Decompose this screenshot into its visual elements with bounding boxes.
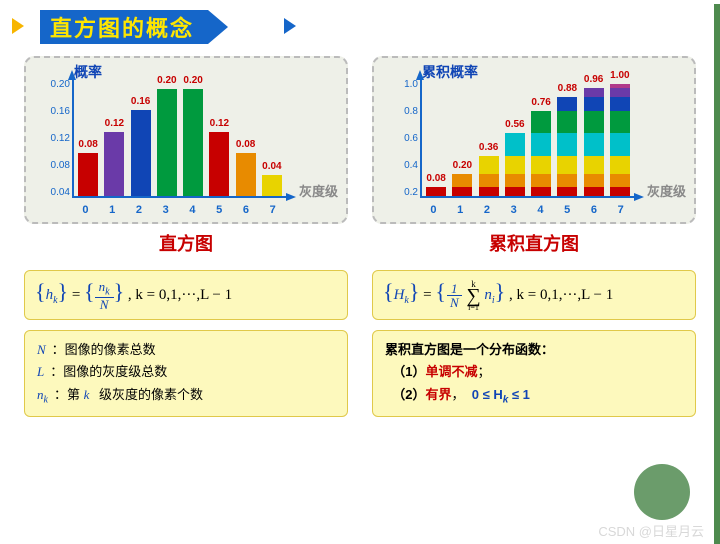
bar-col: 0.36 — [479, 156, 499, 196]
bar-col: 0.20 — [452, 174, 472, 196]
bar-col: 0.08 — [426, 187, 446, 196]
xlabel: 灰度级 — [647, 181, 686, 200]
chevron-icon — [284, 18, 296, 34]
circle-decoration — [634, 464, 690, 520]
plot-area: 0.08 0.20 0.36 0.56 0.76 0.88 0.96 1.00 — [420, 80, 634, 198]
bar-col: 0.56 — [505, 133, 525, 196]
notes-row: N：图像的像素总数 L：图像的灰度级总数 nk：第 k 级灰度的像素个数 累积直… — [0, 320, 720, 417]
cumulative-panel: 累积概率 灰度级 0.20.40.60.81.0 0.08 0.20 0.36 0.5… — [372, 56, 696, 256]
notes-left: N：图像的像素总数 L：图像的灰度级总数 nk：第 k 级灰度的像素个数 — [24, 330, 348, 417]
formula-tail: , k = 0,1,···,L − 1 — [128, 287, 232, 303]
histogram-chart: 概率 灰度级 0.040.080.120.160.20 0.08 0.12 0.16… — [24, 56, 348, 224]
ylabel: 累积概率 — [422, 62, 478, 82]
bar-col: 0.08 — [236, 153, 256, 196]
sym: h — [46, 287, 54, 303]
chart-caption: 直方图 — [24, 230, 348, 256]
cumulative-chart: 累积概率 灰度级 0.20.40.60.81.0 0.08 0.20 0.36 0.5… — [372, 56, 696, 224]
bar-col: 0.08 — [78, 153, 98, 196]
bar-col: 0.96 — [584, 88, 604, 196]
bar-col: 1.00 — [610, 84, 630, 196]
sym: H — [394, 287, 405, 303]
page-title: 直方图的概念 — [50, 11, 194, 43]
histogram-panel: 概率 灰度级 0.040.080.120.160.20 0.08 0.12 0.16… — [24, 56, 348, 256]
ylabel: 概率 — [74, 62, 102, 82]
notes-title: 累积直方图是一个分布函数： — [385, 339, 683, 361]
bar-col: 0.20 — [157, 89, 177, 196]
xaxis: 01234567 — [420, 204, 634, 216]
bar-col: 0.76 — [531, 111, 551, 196]
title-banner: 直方图的概念 — [40, 10, 208, 44]
bar-col: 0.12 — [209, 132, 229, 196]
triangle-icon — [12, 18, 24, 34]
bar-col: 0.12 — [104, 132, 124, 196]
bar-col: 0.04 — [262, 175, 282, 196]
right-accent-bar — [714, 4, 720, 544]
header: 直方图的概念 — [12, 4, 700, 48]
plot-area: 0.08 0.12 0.16 0.20 0.20 0.12 0.08 0.04 — [72, 80, 286, 198]
chart-panels: 概率 灰度级 0.040.080.120.160.20 0.08 0.12 0.16… — [0, 48, 720, 256]
xaxis: 01234567 — [72, 204, 286, 216]
yaxis: 0.040.080.120.160.20 — [36, 80, 70, 198]
watermark: CSDN @日星月云 — [598, 521, 704, 540]
xlabel: 灰度级 — [299, 181, 338, 200]
chart-caption: 累积直方图 — [372, 230, 696, 256]
bar-col: 0.16 — [131, 110, 151, 196]
formula-histogram: {hk} = {nkN} , k = 0,1,···,L − 1 — [24, 270, 348, 320]
bar-col: 0.88 — [557, 97, 577, 196]
bar-col: 0.20 — [183, 89, 203, 196]
formula-row: {hk} = {nkN} , k = 0,1,···,L − 1 {Hk} = … — [0, 256, 720, 320]
yaxis: 0.20.40.60.81.0 — [384, 80, 418, 198]
formula-cumulative: {Hk} = {1N k∑i=1 ni} , k = 0,1,···,L − 1 — [372, 270, 696, 320]
formula-tail: , k = 0,1,···,L − 1 — [509, 287, 613, 303]
notes-right: 累积直方图是一个分布函数： （1）单调不减； （2）有界， 0 ≤ Hk ≤ 1 — [372, 330, 696, 417]
